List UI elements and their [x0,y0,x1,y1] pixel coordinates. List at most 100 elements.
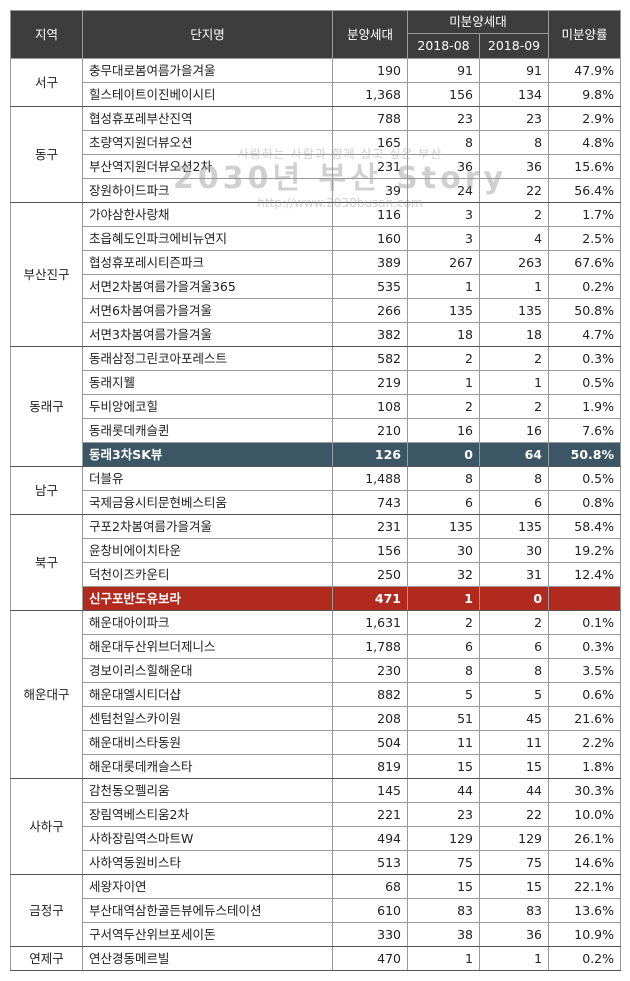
header-unsold-units: 미분양세대 [406,10,550,34]
supply-units-cell: 250 [332,562,408,587]
supply-units-cell: 116 [332,202,408,227]
table-row: 윤창비에이치타운 156 30 30 19.2% [11,538,622,563]
unsold-2018-08-cell: 83 [407,898,480,923]
table-row: 동래3차SK뷰 126 0 64 50.8% [11,442,622,467]
complex-name-cell: 협성휴포레시티즌파크 [82,250,333,275]
unsold-rate-cell: 0.5% [548,370,622,395]
unsold-rate-cell: 50.8% [548,298,622,323]
unsold-2018-09-cell: 6 [478,490,550,515]
table-row: 센텀천일스카이원 208 51 45 21.6% [11,706,622,731]
supply-units-cell: 108 [332,394,408,419]
supply-units-cell: 231 [332,514,408,539]
table-row: 경보이리스힐해운대 230 8 8 3.5% [11,658,622,683]
supply-units-cell: 1,368 [332,82,408,107]
header-region: 지역 [10,10,83,59]
complex-name-cell: 해운대아이파크 [82,610,333,635]
table-row: 동구 협성휴포레부산진역 788 23 23 2.9% [10,106,622,203]
unsold-2018-08-cell: 2 [407,394,480,419]
table-row: 해운대두산위브더제니스 1,788 6 6 0.3% [11,634,622,659]
unsold-2018-09-cell: 22 [478,178,550,203]
region-cell: 연제구 [10,946,83,971]
complex-name-cell: 사하역동원비스타 [82,850,333,875]
table-row: 두비앙에코힐 108 2 2 1.9% [11,394,622,419]
complex-name-cell: 초량역지원더뷰오션 [82,130,333,155]
table-row: 서면3차봄여름가을겨울 382 18 18 4.7% [11,322,622,347]
unsold-rate-cell: 1.8% [548,754,622,779]
unsold-2018-08-cell: 6 [407,634,480,659]
table-row: 해운대롯데캐슬스타 819 15 15 1.8% [11,754,622,779]
unsold-rate-cell: 21.6% [548,706,622,731]
complex-name-cell: 구포2차봄여름가을겨울 [82,514,333,539]
header-month-2018-08: 2018-08 [407,33,480,59]
unsold-2018-08-cell: 75 [407,850,480,875]
table-row: 해운대비스타동원 504 11 11 2.2% [11,730,622,755]
unsold-rate-cell: 19.2% [548,538,622,563]
table-row: 국제금융시티문현베스티움 743 6 6 0.8% [11,490,622,515]
complex-name-cell: 경보이리스힐해운대 [82,658,333,683]
unsold-2018-09-cell: 36 [478,922,550,947]
complex-name-cell: 동래지웰 [82,370,333,395]
supply-units-cell: 145 [332,778,408,803]
supply-units-cell: 221 [332,802,408,827]
unsold-rate-cell: 2.9% [548,106,622,131]
unsold-rate-cell: 10.9% [548,922,622,947]
complex-name-cell: 장림역베스티움2차 [82,802,333,827]
unsold-2018-09-cell: 129 [478,826,550,851]
table-row: 동래구 동래삼정그린코아포레스트 582 2 2 0.3% [10,346,622,467]
unsold-housing-table: 지역 단지명 분양세대 미분양세대 미분양률 2018-08 2018-09 서… [10,10,622,971]
table-row: 신구포반도유보라 471 1 0 [11,586,622,611]
unsold-2018-09-cell: 2 [478,610,550,635]
unsold-2018-09-cell: 6 [478,634,550,659]
unsold-2018-08-cell: 15 [407,754,480,779]
unsold-2018-08-cell: 6 [407,490,480,515]
table-row: 구서역두산위브포세이돈 330 38 36 10.9% [11,922,622,947]
unsold-2018-09-cell: 4 [478,226,550,251]
supply-units-cell: 68 [332,874,408,899]
complex-name-cell: 협성휴포레부산진역 [82,106,333,131]
region-cell: 북구 [10,514,83,611]
unsold-2018-08-cell: 24 [407,178,480,203]
unsold-2018-08-cell: 267 [407,250,480,275]
region-cell: 해운대구 [10,610,83,779]
unsold-2018-09-cell: 1 [478,274,550,299]
complex-name-cell: 해운대두산위브더제니스 [82,634,333,659]
unsold-2018-08-cell: 3 [407,202,480,227]
supply-units-cell: 494 [332,826,408,851]
complex-name-cell: 가야삼한사랑채 [82,202,333,227]
unsold-2018-08-cell: 1 [407,370,480,395]
table-row: 동래지웰 219 1 1 0.5% [11,370,622,395]
supply-units-cell: 743 [332,490,408,515]
unsold-rate-cell: 2.2% [548,730,622,755]
unsold-rate-cell: 10.0% [548,802,622,827]
unsold-2018-09-cell: 30 [478,538,550,563]
unsold-rate-cell: 1.7% [548,202,622,227]
unsold-2018-08-cell: 156 [407,82,480,107]
table-row: 연제구 연산경동메르빌 470 1 1 0.2% [10,946,622,971]
supply-units-cell: 582 [332,346,408,371]
unsold-rate-cell: 22.1% [548,874,622,899]
supply-units-cell: 330 [332,922,408,947]
table-row: 동래롯데캐슬퀸 210 16 16 7.6% [11,418,622,443]
table-row: 사하구 감천동오펠리움 145 44 44 30.3% [10,778,622,875]
table-header: 지역 단지명 분양세대 미분양세대 미분양률 2018-08 2018-09 [10,10,622,59]
unsold-2018-09-cell: 135 [478,514,550,539]
unsold-rate-cell: 0.5% [548,466,622,491]
unsold-rate-cell: 0.3% [548,346,622,371]
supply-units-cell: 819 [332,754,408,779]
region-cell: 서구 [10,58,83,107]
complex-name-cell: 동래3차SK뷰 [82,442,333,467]
unsold-rate-cell: 0.1% [548,610,622,635]
table-row: 해운대구 해운대아이파크 1,631 2 2 0.1% [10,610,622,779]
complex-name-cell: 부산역지원더뷰오션2차 [82,154,333,179]
unsold-rate-cell: 0.6% [548,682,622,707]
unsold-2018-09-cell: 134 [478,82,550,107]
unsold-rate-cell: 13.6% [548,898,622,923]
unsold-2018-08-cell: 23 [407,802,480,827]
complex-name-cell: 신구포반도유보라 [82,586,333,611]
complex-name-cell: 서면2차봄여름가을겨울365 [82,274,333,299]
unsold-2018-09-cell: 45 [478,706,550,731]
unsold-2018-08-cell: 16 [407,418,480,443]
unsold-2018-08-cell: 1 [407,274,480,299]
unsold-2018-08-cell: 30 [407,538,480,563]
table-row: 남구 더블유 1,488 8 8 0.5% [10,466,622,515]
